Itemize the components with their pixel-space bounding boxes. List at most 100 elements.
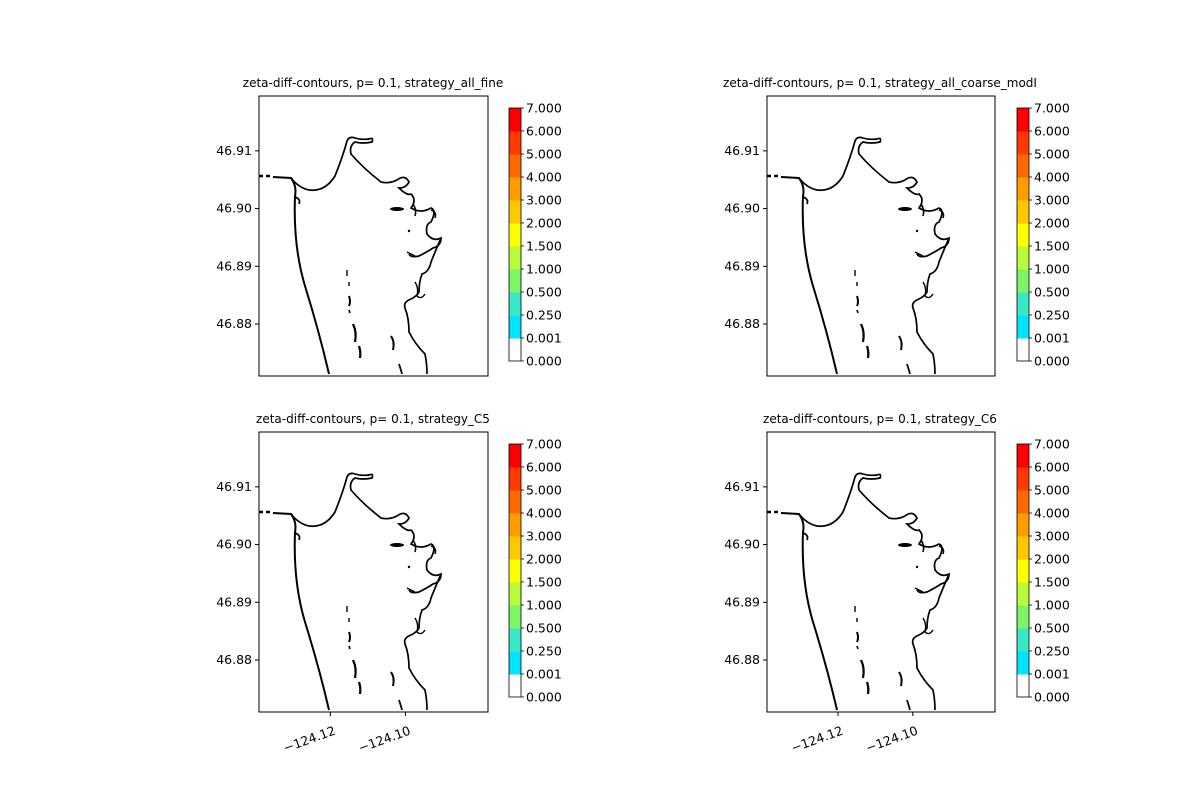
colorbar-band bbox=[1017, 559, 1029, 583]
colorbar-band bbox=[509, 467, 521, 491]
colorbar-band bbox=[1017, 467, 1029, 491]
colorbar-band bbox=[509, 605, 521, 629]
colorbar-tick-label: 1.000 bbox=[1034, 262, 1070, 277]
axes-frame bbox=[258, 431, 489, 713]
colorbar-band bbox=[509, 536, 521, 560]
colorbar-band bbox=[1017, 605, 1029, 629]
y-tick-label: 46.91 bbox=[216, 479, 252, 494]
colorbar-band bbox=[509, 651, 521, 675]
y-tick-label: 46.88 bbox=[216, 316, 252, 331]
colorbar-tick-label: 0.250 bbox=[1034, 308, 1070, 323]
colorbar-tick-label: 6.000 bbox=[526, 124, 562, 139]
colorbar-tick-label: 3.000 bbox=[1034, 529, 1070, 544]
subplot-title: zeta-diff-contours, p= 0.1, strategy_C5 bbox=[256, 412, 490, 426]
colorbar-band bbox=[1017, 292, 1029, 316]
colorbar-band bbox=[509, 246, 521, 270]
colorbar-tick-label: 0.000 bbox=[526, 354, 562, 369]
colorbar-tick-label: 3.000 bbox=[526, 193, 562, 208]
colorbar-tick-label: 0.500 bbox=[1034, 621, 1070, 636]
colorbar-band bbox=[1017, 628, 1029, 652]
colorbar-band bbox=[509, 177, 521, 201]
y-tick-label: 46.91 bbox=[216, 143, 252, 158]
colorbar-tick-label: 0.001 bbox=[526, 667, 562, 682]
colorbar-band bbox=[1017, 131, 1029, 155]
colorbar-tick-label: 1.500 bbox=[526, 239, 562, 254]
colorbar-tick-label: 0.001 bbox=[1034, 331, 1070, 346]
colorbar-tick-label: 7.000 bbox=[526, 437, 562, 452]
colorbar-tick-label: 0.000 bbox=[1034, 690, 1070, 705]
colorbar-tick-label: 1.000 bbox=[1034, 598, 1070, 613]
colorbar-frame bbox=[508, 107, 522, 362]
colorbar-frame bbox=[1016, 107, 1030, 362]
colorbar-tick-label: 4.000 bbox=[526, 170, 562, 185]
colorbar-band bbox=[509, 131, 521, 155]
colorbar-band bbox=[1017, 444, 1029, 468]
y-tick-label: 46.89 bbox=[216, 594, 252, 609]
y-tick-label: 46.90 bbox=[724, 201, 760, 216]
y-tick-label: 46.88 bbox=[724, 316, 760, 331]
y-tick-label: 46.89 bbox=[724, 594, 760, 609]
colorbar-band bbox=[1017, 651, 1029, 675]
colorbar-tick-label: 1.500 bbox=[1034, 239, 1070, 254]
colorbar-band bbox=[509, 292, 521, 316]
subplot-title: zeta-diff-contours, p= 0.1, strategy_all… bbox=[723, 76, 1037, 90]
colorbar-tick-label: 1.000 bbox=[526, 598, 562, 613]
colorbar-band bbox=[509, 108, 521, 132]
y-tick-label: 46.89 bbox=[724, 258, 760, 273]
colorbar-band bbox=[509, 269, 521, 293]
colorbar-tick-label: 3.000 bbox=[526, 529, 562, 544]
colorbar: 0.000 0.001 0.250 0.500 1.000 1.500 2.000 3.000… bbox=[508, 101, 562, 369]
colorbar-tick-label: 5.000 bbox=[1034, 483, 1070, 498]
colorbar-tick-label: 0.250 bbox=[1034, 644, 1070, 659]
colorbar-tick-label: 4.000 bbox=[1034, 506, 1070, 521]
colorbar-band bbox=[509, 582, 521, 606]
colorbar-tick-label: 3.000 bbox=[1034, 193, 1070, 208]
colorbar-band bbox=[509, 513, 521, 537]
colorbar-band bbox=[509, 444, 521, 468]
colorbar-band bbox=[1017, 338, 1029, 362]
axes-frame bbox=[766, 95, 996, 377]
colorbar-band bbox=[509, 223, 521, 247]
colorbar-tick-label: 2.000 bbox=[1034, 216, 1070, 231]
y-tick-label: 46.89 bbox=[216, 258, 252, 273]
colorbar-tick-label: 7.000 bbox=[1034, 437, 1070, 452]
colorbar-tick-label: 5.000 bbox=[526, 483, 562, 498]
colorbar-tick-label: 0.250 bbox=[526, 308, 562, 323]
colorbar-tick-label: 6.000 bbox=[1034, 460, 1070, 475]
colorbar-tick-label: 1.500 bbox=[526, 575, 562, 590]
colorbar-tick-label: 6.000 bbox=[526, 460, 562, 475]
colorbar-band bbox=[509, 154, 521, 178]
subplot-title: zeta-diff-contours, p= 0.1, strategy_C6 bbox=[763, 412, 997, 426]
colorbar-tick-label: 2.000 bbox=[526, 552, 562, 567]
colorbar-band bbox=[509, 490, 521, 514]
y-tick-label: 46.91 bbox=[724, 479, 760, 494]
colorbar-tick-label: 0.001 bbox=[1034, 667, 1070, 682]
colorbar-tick-label: 0.500 bbox=[526, 621, 562, 636]
colorbar-band bbox=[509, 338, 521, 362]
colorbar-tick-label: 0.250 bbox=[526, 644, 562, 659]
colorbar-tick-label: 4.000 bbox=[1034, 170, 1070, 185]
colorbar-tick-label: 4.000 bbox=[526, 506, 562, 521]
y-tick-label: 46.88 bbox=[724, 652, 760, 667]
colorbar-band bbox=[1017, 315, 1029, 339]
colorbar-tick-label: 0.001 bbox=[526, 331, 562, 346]
colorbar-band bbox=[1017, 513, 1029, 537]
colorbar-band bbox=[1017, 490, 1029, 514]
colorbar-band bbox=[509, 315, 521, 339]
colorbar-tick-label: 0.000 bbox=[526, 690, 562, 705]
subplot-title: zeta-diff-contours, p= 0.1, strategy_all… bbox=[243, 76, 503, 90]
colorbar: 0.000 0.001 0.250 0.500 1.000 1.500 2.000 3.000… bbox=[1016, 101, 1070, 369]
colorbar-band bbox=[509, 674, 521, 698]
colorbar-band bbox=[509, 200, 521, 224]
subplot-2: zeta-diff-contours, p= 0.1, strategy_all… bbox=[723, 76, 1070, 377]
colorbar-tick-label: 0.500 bbox=[526, 285, 562, 300]
colorbar-band bbox=[509, 628, 521, 652]
subplot-1: zeta-diff-contours, p= 0.1, strategy_all… bbox=[216, 76, 562, 377]
colorbar-tick-label: 0.000 bbox=[1034, 354, 1070, 369]
colorbar-band bbox=[1017, 246, 1029, 270]
colorbar-tick-label: 5.000 bbox=[1034, 147, 1070, 162]
y-tick-label: 46.90 bbox=[216, 537, 252, 552]
colorbar-tick-label: 6.000 bbox=[1034, 124, 1070, 139]
